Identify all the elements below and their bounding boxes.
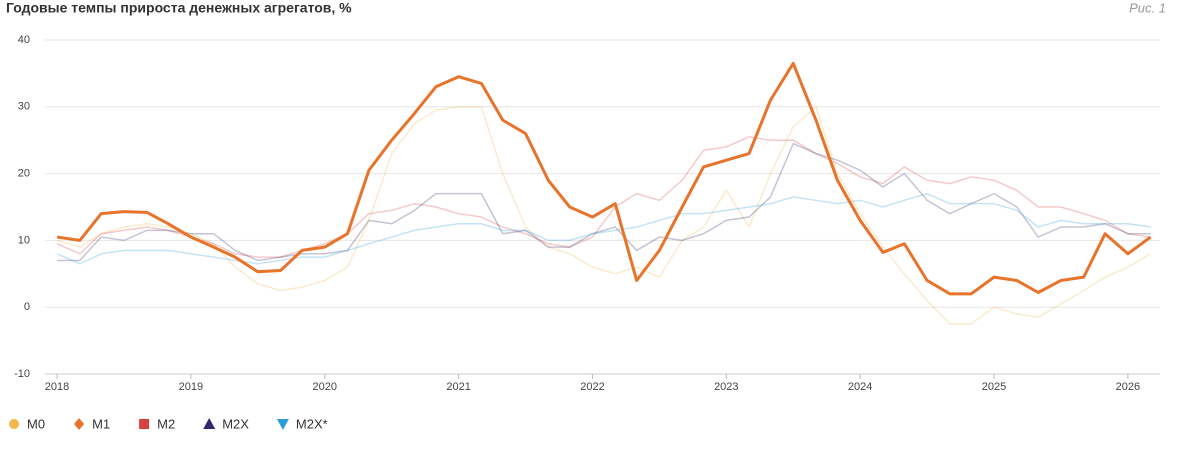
series-line: [56, 192, 1151, 265]
series-line: [56, 61, 1152, 296]
legend-label: M2X: [222, 416, 249, 431]
y-tick-label: -10: [14, 368, 30, 380]
legend-marker: [139, 419, 150, 429]
x-tick-label: 2019: [179, 381, 203, 393]
series-line: [57, 142, 1151, 262]
x-tick-label: 2018: [45, 381, 69, 393]
legend-label: M2: [157, 416, 175, 431]
figure-label: Рис. 1: [1129, 0, 1166, 15]
x-tick-label: 2020: [313, 381, 337, 393]
legend-label: M1: [92, 416, 110, 431]
y-tick-label: 10: [18, 234, 30, 246]
series-line: [56, 106, 1152, 325]
y-tick-label: 20: [18, 168, 30, 180]
x-tick-label: 2022: [580, 381, 604, 393]
x-tick-label: 2026: [1116, 381, 1140, 393]
x-tick-label: 2025: [982, 381, 1006, 393]
legend-label: M0: [27, 416, 45, 431]
series-line: [56, 136, 1151, 258]
y-tick-label: 0: [24, 301, 30, 313]
x-tick-label: 2023: [714, 381, 738, 393]
legend-marker: [74, 418, 85, 430]
y-tick-label: 40: [18, 34, 30, 46]
legend-label: M2X*: [296, 416, 328, 431]
x-tick-label: 2024: [848, 381, 872, 393]
x-tick-label: 2021: [446, 381, 470, 393]
y-tick-label: 30: [18, 101, 30, 113]
chart-title: Годовые темпы прироста денежных агрегато…: [6, 0, 352, 16]
legend-marker: [276, 419, 289, 430]
legend-marker: [203, 418, 216, 429]
legend-marker: [9, 419, 19, 429]
